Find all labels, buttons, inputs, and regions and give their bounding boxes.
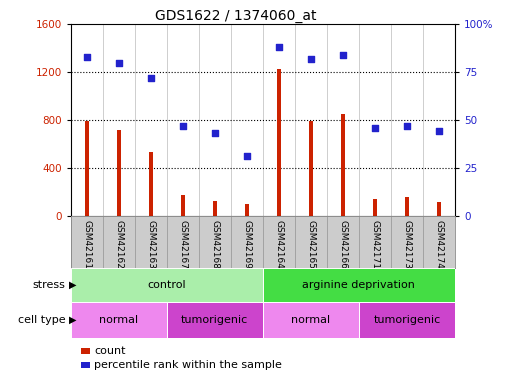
Point — [115, 60, 123, 66]
Point — [275, 44, 283, 50]
Bar — [71, 268, 263, 302]
Text: arginine deprivation: arginine deprivation — [302, 280, 415, 290]
Bar — [263, 216, 295, 268]
Point — [371, 124, 379, 130]
Bar — [117, 130, 121, 216]
Bar — [295, 216, 327, 268]
Point — [83, 54, 91, 60]
Bar — [85, 121, 88, 216]
Text: count: count — [94, 346, 126, 355]
Bar — [391, 216, 423, 268]
Text: GDS1622 / 1374060_at: GDS1622 / 1374060_at — [155, 9, 316, 23]
Text: tumorigenic: tumorigenic — [373, 315, 440, 325]
Text: GSM42174: GSM42174 — [435, 220, 444, 269]
Text: percentile rank within the sample: percentile rank within the sample — [94, 360, 282, 370]
Text: cell type: cell type — [18, 315, 65, 325]
Point — [435, 129, 443, 135]
Point — [178, 123, 187, 129]
Text: stress: stress — [32, 280, 65, 290]
Bar — [167, 302, 263, 338]
Point — [339, 52, 347, 58]
Text: GSM42161: GSM42161 — [82, 220, 91, 269]
Text: control: control — [147, 280, 186, 290]
Text: GSM42173: GSM42173 — [403, 220, 412, 269]
Text: ▶: ▶ — [69, 315, 76, 325]
Bar — [245, 204, 249, 216]
Bar — [359, 216, 391, 268]
Bar — [263, 302, 359, 338]
Bar — [181, 195, 185, 216]
Bar — [135, 216, 167, 268]
Point — [306, 56, 315, 62]
Text: GSM42167: GSM42167 — [178, 220, 187, 269]
Point — [403, 123, 411, 129]
Point — [243, 153, 251, 159]
Bar — [423, 216, 455, 268]
Bar — [213, 201, 217, 216]
Bar — [277, 69, 281, 216]
Text: ▶: ▶ — [69, 280, 76, 290]
Point — [146, 75, 155, 81]
Text: normal: normal — [291, 315, 331, 325]
Bar — [341, 114, 345, 216]
Bar — [373, 199, 377, 216]
Point — [211, 130, 219, 136]
Bar — [167, 216, 199, 268]
Text: tumorigenic: tumorigenic — [181, 315, 248, 325]
Text: GSM42171: GSM42171 — [370, 220, 379, 269]
Bar — [231, 216, 263, 268]
Bar — [103, 216, 135, 268]
Text: GSM42165: GSM42165 — [306, 220, 315, 269]
Text: GSM42163: GSM42163 — [146, 220, 155, 269]
Text: GSM42164: GSM42164 — [275, 220, 283, 269]
Bar — [263, 268, 455, 302]
Text: normal: normal — [99, 315, 138, 325]
Bar — [309, 121, 313, 216]
Text: GSM42169: GSM42169 — [242, 220, 251, 269]
Bar — [437, 202, 441, 216]
Bar — [149, 152, 153, 216]
Text: GSM42166: GSM42166 — [338, 220, 347, 269]
Bar — [71, 302, 167, 338]
Bar — [405, 197, 409, 216]
Bar — [359, 302, 455, 338]
Text: GSM42168: GSM42168 — [210, 220, 219, 269]
Bar — [199, 216, 231, 268]
Text: GSM42162: GSM42162 — [114, 220, 123, 269]
Bar — [71, 216, 103, 268]
Bar — [327, 216, 359, 268]
